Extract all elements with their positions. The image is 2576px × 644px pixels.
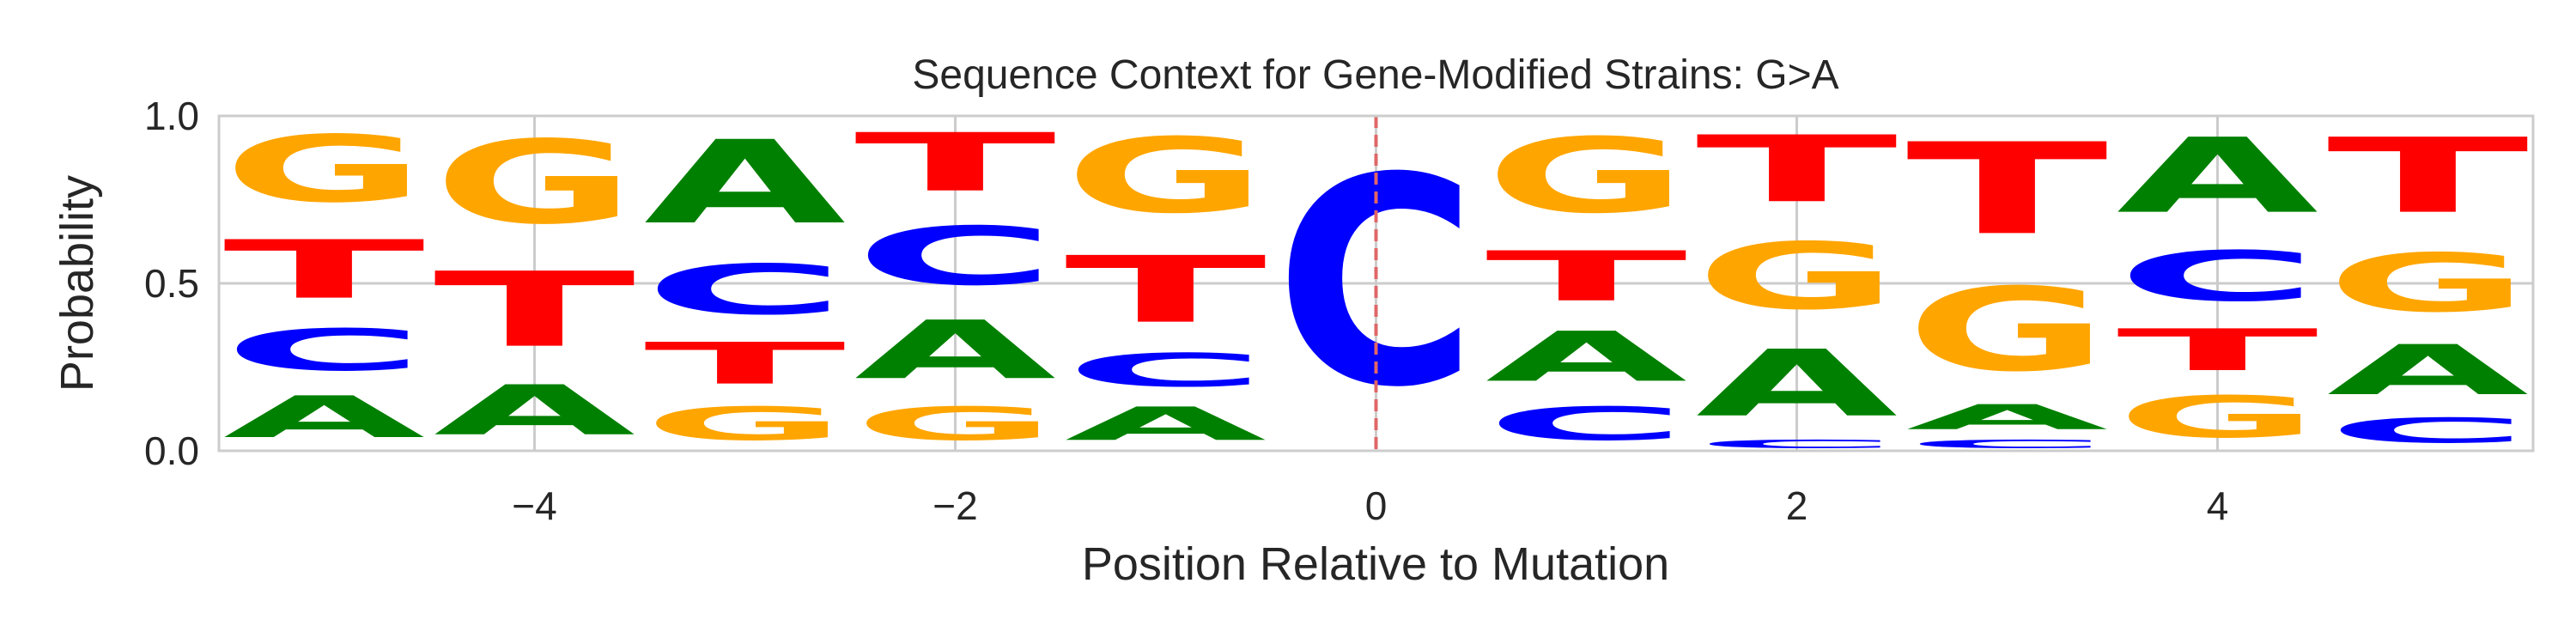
logo-letter-g: G [223,116,425,222]
logo-letter-g: G [2117,384,2318,451]
logo-letter-c: C [223,317,425,384]
x-tick-label: 0 [1365,483,1388,528]
logo-letter-g: G [854,398,1056,451]
logo-letter-g: G [644,398,846,451]
logo-letter-g: G [1485,116,1687,236]
logo-letter-t: T [1065,237,1267,343]
y-tick-label: 0.0 [144,428,199,473]
logo-letter-t: T [1485,237,1687,317]
chart-title: Sequence Context for Gene-Modified Strai… [912,52,1838,98]
logo-letter-g: G [434,116,635,249]
logo-letter-g: G [1696,223,1898,330]
y-tick-label: 1.0 [144,94,199,138]
y-axis-label: Probability [52,175,103,392]
x-tick-label: −4 [512,483,556,528]
plot-frame [217,114,2535,453]
logo-letter-g: G [1906,264,2108,397]
x-tick-label: 4 [2207,483,2229,528]
logo-letter-a: A [854,304,1056,398]
logo-letter-g: G [1065,116,1267,236]
logo-letter-t: T [1906,117,2110,264]
logo-letter-c: C [1065,344,1267,398]
logo-letter-c: C [854,210,1056,303]
x-tick-label: −2 [933,483,977,528]
logo-letter-t: T [1696,117,1898,223]
logo-letter-t: T [854,116,1056,210]
logo-letter-c: C [1906,437,2108,451]
ticks-layer: −4 −2 0 2 4 0.0 0.5 1.0 [144,94,2228,528]
logo-letter-c: C [644,250,846,330]
logo-letter-t: T [644,331,846,398]
logo-letter-c: C [2117,237,2318,317]
logo-letter-a: A [434,371,635,451]
logo-letter-a: A [2327,331,2529,410]
logo-letter-a: A [1906,398,2108,438]
logo-letter-c: C [1696,437,1898,451]
logo-letter-a: A [1485,318,1687,398]
logo-letter-g: G [2327,237,2529,331]
logo-letter-c: C [2327,410,2529,451]
logo-letter-c: C [1485,398,1687,451]
logo-letter-a: A [223,384,425,451]
logo-letter-t: T [223,223,425,317]
logo-letter-t: T [2117,317,2318,384]
logo-letter-a: A [1065,398,1267,451]
logo-letter-t: T [434,250,637,370]
x-tick-label: 2 [1786,483,1808,528]
logo-letter-a: A [1696,331,1898,437]
logo-letter-t: T [2327,116,2530,236]
logo-letter-a: A [2117,117,2318,236]
logo-letter-a: A [644,117,846,250]
y-tick-label: 0.5 [144,261,199,306]
x-axis-label: Position Relative to Mutation [1082,538,1669,590]
